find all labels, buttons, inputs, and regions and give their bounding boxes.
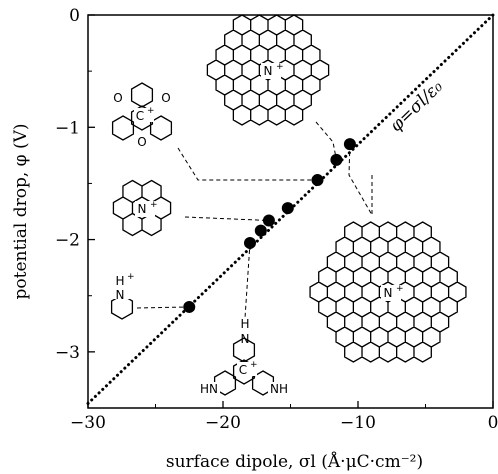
hn-label: HN [200,382,218,396]
ring-structure [110,294,134,320]
fit-equation-label: φ=σl/ε₀ [386,77,447,136]
label-background [136,136,148,149]
x-axis-ticks: −30 −20 −10 0 [70,401,498,433]
hydrogen-label: H [240,317,249,331]
label-background [112,92,124,105]
n-plus-label: N [264,64,273,78]
data-point [254,224,267,237]
leader-line [244,242,251,319]
plus-sign: + [147,106,155,116]
oxygen-label: O [161,91,170,105]
x-tick-label: 0 [488,413,498,433]
plus-sign: + [276,62,284,72]
leader-line [136,306,190,309]
oxygen-label: O [113,91,122,105]
label-background [237,362,257,376]
ring-structure [111,82,173,141]
data-point [244,236,256,249]
data-point [311,174,324,187]
nh-label: NH [270,382,288,396]
label-background [238,318,252,332]
plus-sign: + [150,200,158,210]
label-background [114,284,134,299]
molecule-triazatriangulenium: HN C + HN NH [198,317,290,396]
data-point [330,153,343,166]
plus-sign: + [127,272,135,282]
molecule-n-plus-small: N + [112,179,172,237]
nitrogen-label: N [116,288,125,302]
label-background [198,382,220,396]
x-tick-label: −10 [340,413,376,433]
y-axis-ticks: 0 −1 −2 −3 [55,6,95,363]
molecule-trioxatriangulenium: O OOC + [111,82,173,149]
x-axis-label: surface dipole, σl (Å·μC·cm⁻²) [166,451,423,472]
n-plus-label: N [138,202,147,216]
nitrogen-label: N [241,332,250,346]
molecule-pyridinium: H +N [110,272,135,320]
label-background [381,285,401,301]
leader-line [177,147,318,181]
label-background [134,108,154,122]
y-tick-label: −2 [55,231,80,251]
y-axis-label: potential drop, φ (V) [11,124,31,300]
label-background [160,92,172,105]
c-plus-label: C [136,109,144,123]
data-point [262,214,275,227]
plus-sign: + [250,360,258,370]
oxygen-label: O [137,135,146,149]
molecule-triangulene-cluster: N + [206,14,330,126]
data-point [183,300,196,313]
n-plus-label: N [384,286,393,300]
molecule-large-cluster: N + [309,221,467,363]
leader-line [184,216,269,221]
data-points [183,138,356,313]
data-point [343,138,356,151]
label-background [268,382,290,396]
hexagonal-lattice [309,221,467,363]
plus-sign: + [396,284,404,294]
dashed-leader-lines [136,121,373,319]
y-tick-label: −3 [55,343,80,363]
leader-line [315,121,337,160]
hexagonal-lattice [112,179,172,237]
y-tick-label: 0 [69,6,80,26]
x-tick-label: −30 [70,413,106,433]
c-plus-label: C [239,363,247,377]
label-background [135,201,155,217]
y-tick-label: −1 [55,118,80,138]
data-point [281,202,294,215]
x-tick-label: −20 [205,413,241,433]
h-plus-label: H [115,274,124,288]
leader-line [348,144,373,217]
label-background [261,63,281,79]
